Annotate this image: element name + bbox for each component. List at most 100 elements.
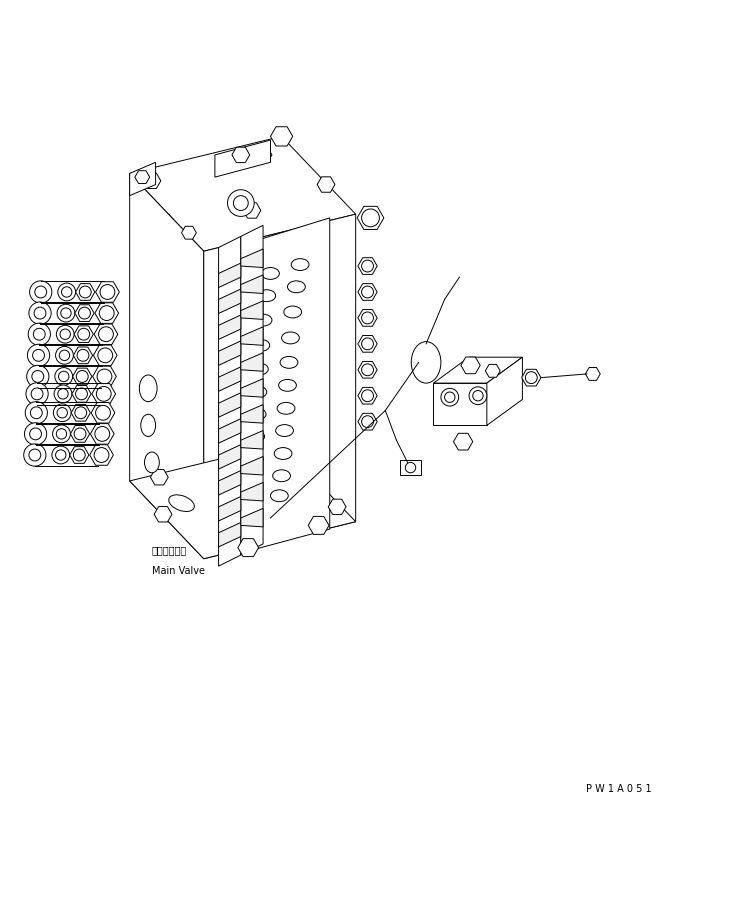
Polygon shape [241, 249, 263, 268]
Circle shape [362, 364, 373, 376]
Circle shape [33, 349, 44, 361]
Circle shape [57, 408, 67, 418]
Circle shape [96, 387, 111, 401]
Ellipse shape [242, 496, 259, 508]
Ellipse shape [243, 475, 261, 487]
Polygon shape [241, 275, 263, 293]
Polygon shape [522, 369, 541, 386]
Ellipse shape [258, 289, 276, 301]
Ellipse shape [248, 409, 266, 420]
Polygon shape [219, 419, 241, 443]
Polygon shape [95, 303, 119, 323]
Polygon shape [130, 136, 356, 251]
Ellipse shape [139, 375, 157, 401]
Circle shape [55, 368, 73, 385]
Polygon shape [219, 263, 241, 288]
Polygon shape [219, 470, 241, 495]
Text: Main Valve: Main Valve [152, 566, 205, 576]
Circle shape [56, 429, 67, 439]
Ellipse shape [249, 386, 267, 398]
Circle shape [100, 285, 115, 299]
Polygon shape [241, 301, 263, 319]
Ellipse shape [254, 314, 272, 326]
Ellipse shape [276, 425, 293, 437]
Circle shape [99, 306, 114, 320]
Polygon shape [73, 369, 92, 385]
Circle shape [76, 388, 87, 399]
Polygon shape [90, 445, 113, 465]
Polygon shape [72, 386, 91, 402]
Bar [400, 460, 421, 475]
Circle shape [56, 450, 66, 460]
Circle shape [34, 308, 46, 319]
Polygon shape [93, 366, 116, 387]
Polygon shape [241, 430, 263, 449]
Ellipse shape [250, 363, 268, 375]
Polygon shape [433, 358, 522, 383]
Ellipse shape [274, 448, 292, 460]
Polygon shape [243, 203, 261, 218]
Polygon shape [219, 522, 241, 547]
Polygon shape [358, 258, 377, 275]
Polygon shape [241, 226, 263, 555]
Circle shape [59, 350, 70, 360]
Ellipse shape [282, 332, 299, 344]
Circle shape [58, 389, 68, 399]
Circle shape [73, 449, 85, 461]
Circle shape [62, 287, 72, 298]
Circle shape [32, 370, 44, 382]
Polygon shape [154, 507, 172, 522]
Circle shape [56, 347, 73, 364]
Circle shape [27, 344, 50, 367]
Polygon shape [238, 539, 259, 557]
Circle shape [29, 302, 51, 324]
Polygon shape [91, 402, 115, 423]
Ellipse shape [247, 430, 265, 442]
Circle shape [24, 423, 47, 445]
Circle shape [30, 281, 52, 303]
Circle shape [33, 329, 45, 340]
Circle shape [362, 286, 373, 298]
Ellipse shape [284, 306, 302, 318]
Polygon shape [182, 227, 196, 239]
Polygon shape [150, 470, 168, 485]
Circle shape [30, 407, 42, 419]
Circle shape [362, 312, 373, 324]
Polygon shape [92, 384, 116, 404]
Polygon shape [241, 509, 263, 527]
Circle shape [28, 323, 50, 345]
Polygon shape [358, 284, 377, 300]
Polygon shape [74, 326, 93, 342]
Circle shape [97, 369, 112, 384]
Polygon shape [241, 457, 263, 475]
Text: P W 1 A 0 5 1: P W 1 A 0 5 1 [586, 784, 652, 794]
Circle shape [79, 286, 91, 298]
Polygon shape [96, 282, 119, 302]
Polygon shape [485, 364, 500, 378]
Polygon shape [94, 324, 118, 345]
Polygon shape [317, 177, 335, 192]
Polygon shape [73, 347, 93, 364]
Polygon shape [308, 516, 329, 534]
Polygon shape [461, 357, 480, 374]
Polygon shape [241, 327, 263, 345]
Circle shape [469, 387, 487, 405]
Circle shape [227, 189, 254, 217]
Circle shape [99, 327, 113, 341]
Polygon shape [135, 171, 150, 184]
Ellipse shape [141, 414, 156, 437]
Circle shape [233, 196, 248, 210]
Circle shape [362, 416, 373, 428]
Circle shape [74, 428, 86, 440]
Circle shape [56, 325, 74, 343]
Circle shape [24, 444, 46, 466]
Ellipse shape [280, 357, 298, 369]
Polygon shape [204, 214, 356, 559]
Ellipse shape [277, 402, 295, 414]
Polygon shape [358, 388, 377, 404]
Circle shape [26, 383, 48, 405]
Circle shape [29, 449, 41, 461]
Polygon shape [241, 405, 263, 423]
Polygon shape [219, 445, 241, 469]
Polygon shape [71, 404, 90, 421]
